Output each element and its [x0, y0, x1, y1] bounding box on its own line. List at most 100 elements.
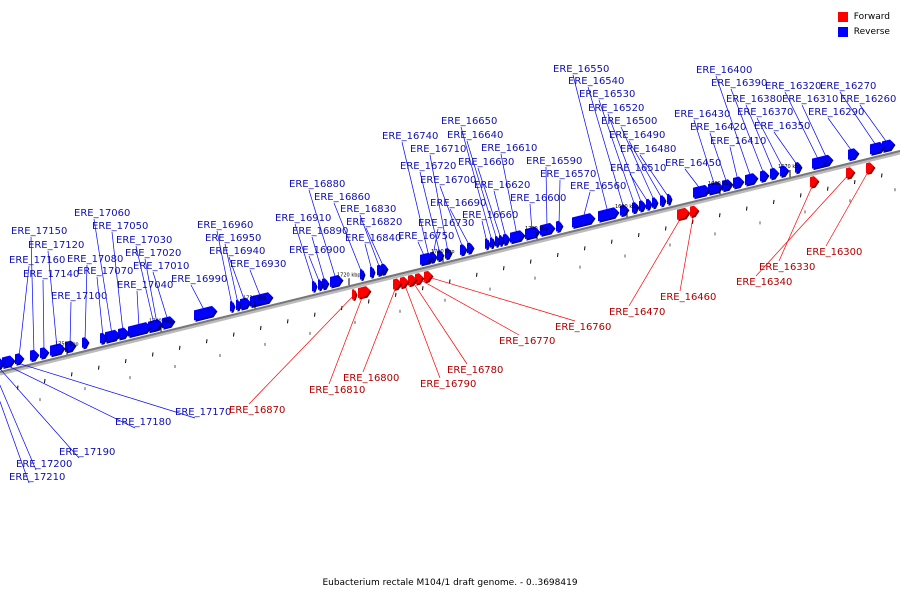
gene-label: ERE_17160 [9, 255, 65, 266]
gene-label: ERE_16390 [711, 78, 767, 89]
gene-label: ERE_16330 [759, 262, 815, 273]
gene-leader-line [144, 258, 158, 324]
track-tick [530, 259, 532, 264]
track-tick [287, 319, 289, 324]
gene-arrow-ere-16950 [236, 299, 240, 310]
gene-label: ERE_16370 [737, 107, 793, 118]
track-tick [233, 332, 235, 337]
gene-label: ERE_16900 [289, 245, 345, 256]
gene-arrow-ere-16860 [360, 269, 364, 280]
gene-leader-line [545, 166, 548, 228]
gene-label: ERE_16800 [343, 373, 399, 384]
gene-label: ERE_16310 [782, 94, 838, 105]
gene-label: ERE_16350 [754, 121, 810, 132]
gene-label: ERE_16460 [660, 292, 716, 303]
gene-leader-line [839, 91, 878, 147]
gene-leader-line [418, 278, 520, 336]
gene-arrow-ere-16990 [194, 305, 216, 321]
track-tick [827, 186, 829, 191]
scale-label: 1690 kbp [615, 204, 639, 210]
gene-label: ERE_17010 [133, 261, 189, 272]
gene-label: ERE_16750 [398, 231, 454, 242]
gene-arrow-ere-16560 [572, 213, 594, 228]
gene-leader-line [500, 153, 518, 236]
gene-arrow-ere-16690 [467, 242, 473, 254]
gene-leader-line [190, 284, 206, 312]
gene-arrow-ere-16270 [870, 141, 884, 155]
gene-leader-line [403, 282, 441, 379]
gene-arrow-ere-16720 [437, 250, 443, 261]
gene-arrow-ere-16390 [760, 170, 768, 182]
gene-label: ERE_17140 [23, 269, 79, 280]
gene-leader-line [439, 185, 464, 249]
gene-label: ERE_16700 [420, 175, 476, 186]
gene-leader-line [598, 99, 636, 207]
gene-arrow-ere-16890 [322, 278, 328, 289]
gene-arrow-ere-16750 [420, 253, 430, 265]
gene-arrow-ere-16500 [652, 197, 657, 208]
gene-label: ERE_16860 [314, 192, 370, 203]
gene-leader-line [449, 208, 471, 247]
gene-arrow-ere-16370 [780, 165, 788, 177]
scale-label: 1680 kbp [708, 181, 732, 187]
gene-label: ERE_16500 [601, 116, 657, 127]
legend-forward: Forward [837, 9, 890, 24]
gene-label: ERE_16740 [382, 131, 438, 142]
gene-leader-line [84, 264, 88, 342]
gene-arrow-ere-16880 [330, 275, 342, 287]
track-tick [638, 233, 640, 238]
gene-leader-line [152, 271, 169, 321]
gene-arrow-ere-16530 [632, 202, 638, 213]
gene-label: ERE_16690 [430, 198, 486, 209]
gene-arrow-ere-16410 [733, 176, 743, 188]
legend: Forward Reverse [837, 9, 890, 39]
gene-leader-line [308, 255, 321, 284]
gene-label: ERE_16780 [447, 365, 503, 376]
gene-label: ERE_16380 [726, 94, 782, 105]
gene-label: ERE_17200 [16, 459, 72, 470]
track-tick [71, 372, 73, 377]
gene-label: ERE_16890 [292, 226, 348, 237]
gene-leader-line [135, 245, 155, 325]
track-tick [881, 173, 883, 178]
gene-arrow-ere-16540 [620, 204, 628, 216]
gene-label: ERE_16520 [588, 103, 644, 114]
gene-leader-line [419, 171, 441, 255]
gene-leader-line [778, 181, 815, 262]
gene-leader-line [628, 214, 684, 307]
gene-label: ERE_16530 [579, 89, 635, 100]
gene-arrow-ere-16470 [677, 207, 689, 220]
gene-arrow-ere-16520 [639, 200, 645, 212]
gene-leader-line [96, 276, 104, 337]
gene-label: ERE_17120 [28, 240, 84, 251]
gene-leader-line [529, 203, 533, 232]
gene-label: ERE_16560 [570, 181, 626, 192]
gene-label: ERE_16790 [420, 379, 476, 390]
track-tick [719, 213, 721, 218]
gene-arrow-ere-16870 [352, 289, 356, 300]
gene-label: ERE_16990 [171, 274, 227, 285]
gene-arrow-ere-16760 [424, 270, 432, 282]
gene-label: ERE_17150 [11, 226, 67, 237]
gene-leader-line [311, 236, 326, 283]
gene-arrow-ere-16590 [540, 222, 554, 236]
gene-arrow-ere-16810 [358, 286, 370, 299]
scale-label: 1720 kbp [337, 272, 361, 278]
gene-arrow-ere-16460 [690, 205, 698, 217]
track-tick [611, 239, 613, 244]
gene-label: ERE_17100 [51, 291, 107, 302]
gene-label: ERE_16950 [205, 233, 261, 244]
gene-arrow-ere-16940 [240, 297, 250, 310]
gene-leader-line [47, 250, 58, 349]
gene-label: ERE_17020 [125, 248, 181, 259]
gene-arrow-ere-16300 [866, 162, 874, 174]
gene-label: ERE_17060 [74, 208, 130, 219]
legend-forward-label: Forward [853, 11, 890, 22]
gene-label: ERE_16960 [197, 220, 253, 231]
gene-leader-line [745, 104, 775, 173]
gene-leader-line [42, 279, 45, 352]
gene-label: ERE_16660 [462, 210, 518, 221]
gene-arrow-ere-16650 [490, 237, 494, 248]
track-tick [665, 226, 667, 231]
